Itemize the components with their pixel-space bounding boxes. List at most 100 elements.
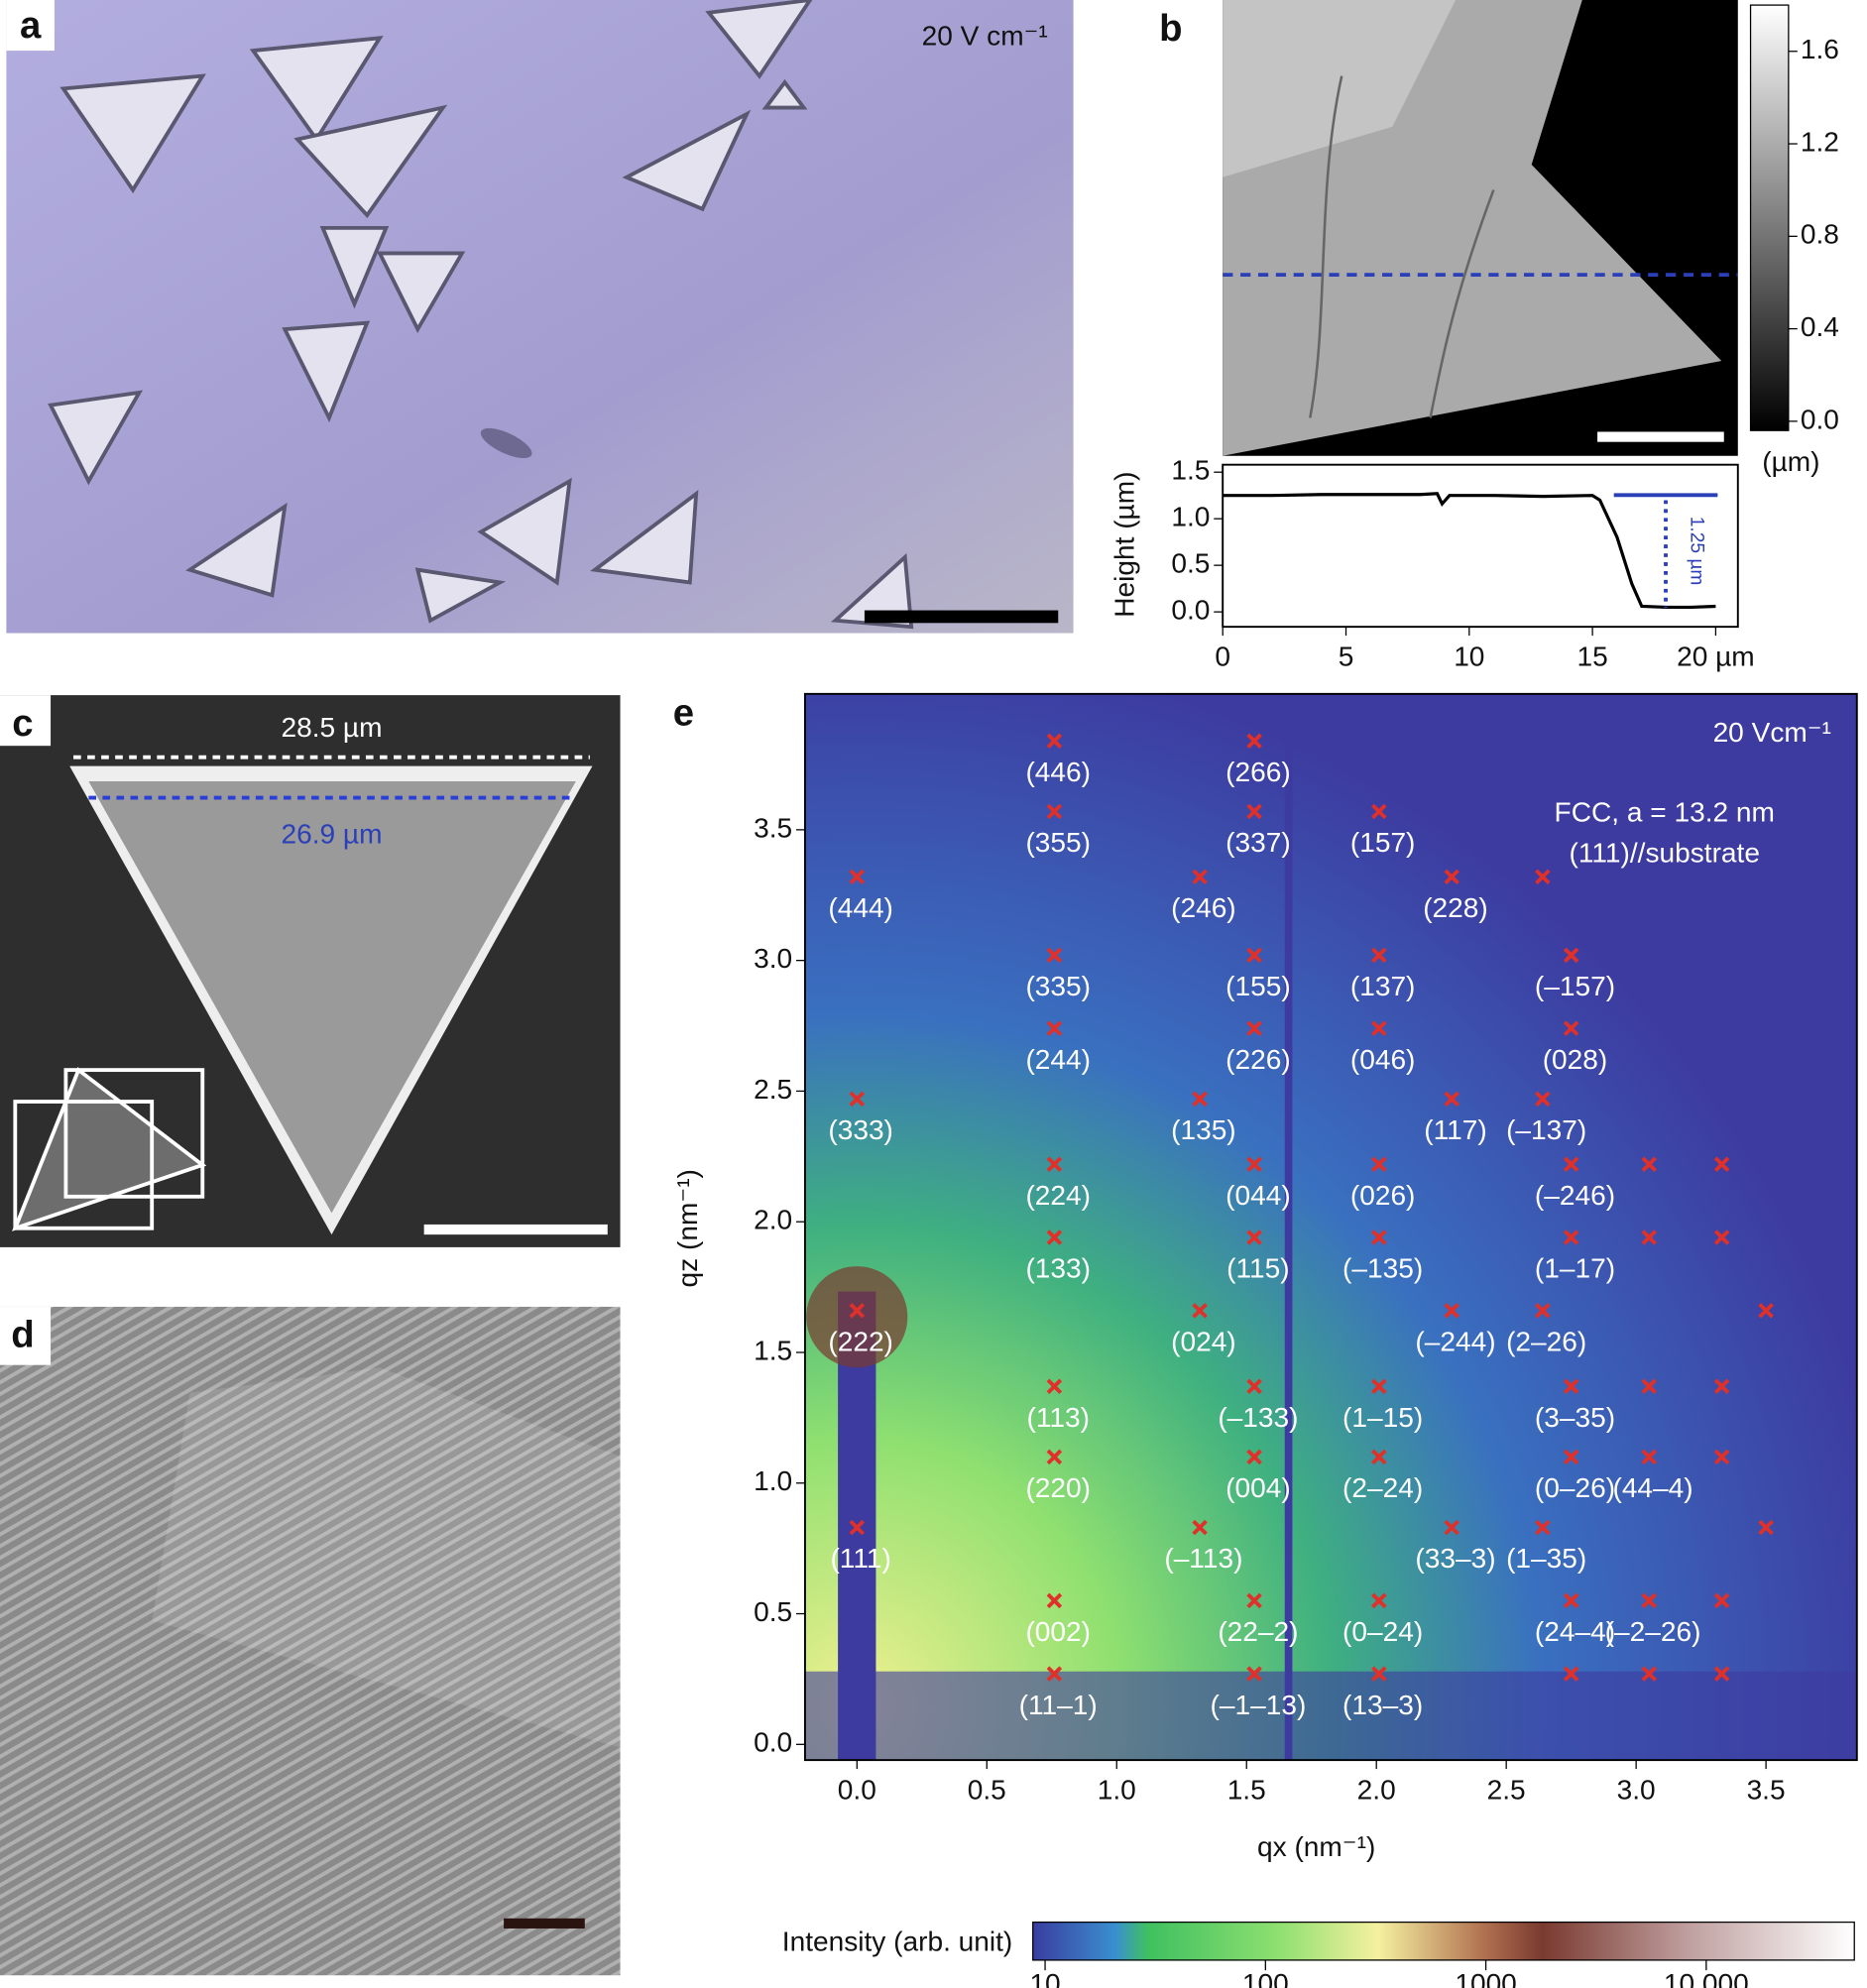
y-tick-label: 1.5 [1171,455,1210,486]
peak-label: (–113) [1164,1543,1242,1574]
peak-marker [1046,803,1063,820]
peak-marker [1246,1229,1262,1245]
peak-label: (115) [1226,1253,1289,1284]
peak-label: (–133) [1218,1402,1298,1433]
peak-marker [1246,803,1262,820]
x-tick-label: 15 [1576,641,1607,671]
peak-label: (266) [1225,757,1291,787]
peak-marker [1758,1303,1774,1319]
peak-marker [1246,1592,1262,1609]
peak-marker [1563,1229,1579,1245]
peak-marker [1641,1378,1657,1394]
peak-marker [1246,1156,1262,1172]
peak-marker [1046,1666,1063,1682]
scale-bar [1597,431,1724,442]
peak-label: (–244) [1415,1326,1495,1356]
peak-label: (3–35) [1535,1402,1615,1433]
peak-marker [1563,1449,1579,1465]
x-tick-label: 0.0 [838,1774,876,1805]
peak-marker [1444,869,1459,885]
peak-marker [1713,1592,1730,1609]
peak-marker [1371,1229,1387,1245]
panel-label: e [673,692,694,735]
peak-label: (024) [1171,1326,1236,1356]
peak-label: (002) [1025,1616,1091,1647]
peak-marker [1192,1091,1208,1108]
x-tick-label: 2.5 [1487,1774,1526,1805]
y-tick-label: 1.5 [754,1335,792,1365]
panel-label: c [12,702,33,745]
peak-marker [1535,869,1551,885]
peak-marker [1192,1519,1208,1536]
peak-marker [1535,1303,1551,1319]
peak-label: (226) [1225,1044,1291,1075]
peak-marker [1046,1449,1063,1465]
peak-marker [1371,1666,1387,1682]
peak-marker [1246,1666,1262,1682]
x-tick-label: 10 [1454,641,1484,671]
y-tick-label: 0.0 [754,1727,792,1758]
tick-label: 0.4 [1801,311,1839,342]
peak-marker [1563,1592,1579,1609]
peak-marker [1563,1378,1579,1394]
scale-bar [864,610,1059,624]
x-tick-label: 0.5 [968,1774,1006,1805]
peak-marker [1371,1592,1387,1609]
peak-label: (133) [1025,1253,1091,1284]
peak-label: (0–26) [1535,1472,1615,1503]
tick-label: 10 [1029,1968,1060,1988]
y-tick-label: 1.0 [1171,502,1210,532]
peak-label: (155) [1225,971,1291,1001]
peak-label: (1–15) [1342,1402,1423,1433]
annotation: FCC, a = 13.2 nm [1555,797,1775,828]
peak-marker [1563,1020,1579,1036]
crystals [48,0,914,630]
peak-marker [1641,1229,1657,1245]
tick-label: 1000 [1455,1968,1516,1988]
peak-label: (1–17) [1535,1253,1615,1284]
peak-marker [1246,1020,1262,1036]
colorbar [1749,4,1790,431]
peak-label: (–157) [1535,971,1615,1001]
axes-frame [1222,463,1739,629]
peak-marker [1246,1449,1262,1465]
x-tick-label: 5 [1339,641,1354,671]
peak-label: (337) [1225,827,1291,858]
peak-label: (13–3) [1342,1690,1423,1720]
peak-label: (026) [1350,1180,1416,1211]
annotation: 20 Vcm⁻¹ [1713,717,1831,748]
y-tick-label: 1.0 [754,1465,792,1496]
y-tick-label: 0.0 [1171,595,1210,626]
peak-marker [1192,1303,1208,1319]
peak-marker [1246,733,1262,750]
peak-marker [1641,1592,1657,1609]
annotation: 20 V cm⁻¹ [922,21,1048,52]
axes-frame [803,692,1858,1762]
peak-label: (–2–26) [1605,1616,1701,1647]
peak-label: (228) [1423,892,1488,923]
scale-bar [504,1918,585,1929]
peak-marker [1641,1449,1657,1465]
peak-label: (244) [1025,1044,1091,1075]
panel-a: a 20 V cm⁻¹ [6,0,1074,634]
colorbar [1032,1921,1855,1961]
peak-label: (444) [828,892,893,923]
peak-marker [1246,1378,1262,1394]
peak-marker [1444,1519,1459,1536]
peak-label: (222) [828,1326,893,1356]
y-tick-label: 3.0 [754,943,792,974]
peak-label: (44–4) [1612,1472,1692,1503]
panel-label: a [20,4,42,47]
sem-image [0,1306,621,1976]
width-label: 28.5 µm [281,712,382,743]
x-tick-label: 0 [1215,641,1230,671]
peak-label: (137) [1350,971,1416,1001]
peak-marker [1563,947,1579,964]
peak-marker [1535,1519,1551,1536]
tick-label: 0.8 [1801,219,1839,250]
peak-label: (111) [830,1543,890,1574]
peak-marker [1563,1666,1579,1682]
peak-label: (333) [828,1114,893,1145]
peak-marker [1046,947,1063,964]
